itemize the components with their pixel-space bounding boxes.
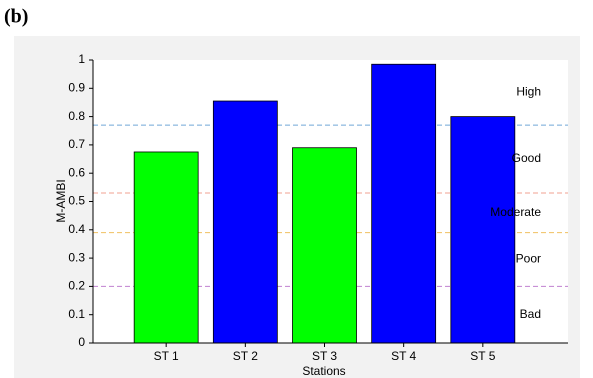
y-axis-label: M-AMBI — [54, 179, 68, 222]
class-label: Moderate — [490, 205, 541, 219]
x-tick-label: ST 3 — [312, 349, 337, 363]
y-tick-label: 1 — [78, 52, 85, 66]
y-tick-label: 0.3 — [68, 250, 85, 264]
class-label: Poor — [516, 252, 541, 266]
y-tick-label: 0.5 — [68, 194, 85, 208]
y-tick-label: 0.6 — [68, 165, 85, 179]
x-tick-label: ST 5 — [470, 349, 495, 363]
class-label: Bad — [520, 307, 541, 321]
y-tick-label: 0.9 — [68, 80, 85, 94]
bar — [371, 63, 437, 344]
panel-label: (b) — [4, 6, 28, 28]
x-tick-label: ST 2 — [233, 349, 258, 363]
y-tick-label: 0.1 — [68, 307, 85, 321]
bar — [450, 116, 516, 344]
class-label: Good — [512, 151, 541, 165]
y-tick-label: 0.4 — [68, 222, 85, 236]
y-tick-label: 0.7 — [68, 137, 85, 151]
x-tick-label: ST 1 — [154, 349, 179, 363]
x-tick-label: ST 4 — [391, 349, 416, 363]
bar — [133, 151, 199, 344]
bar — [212, 100, 278, 344]
bar — [292, 147, 357, 344]
x-axis-label: Stations — [302, 364, 345, 378]
class-label: High — [516, 85, 541, 99]
y-tick-label: 0.8 — [68, 109, 85, 123]
y-tick-label: 0.2 — [68, 279, 85, 293]
y-tick-label: 0 — [78, 335, 85, 349]
